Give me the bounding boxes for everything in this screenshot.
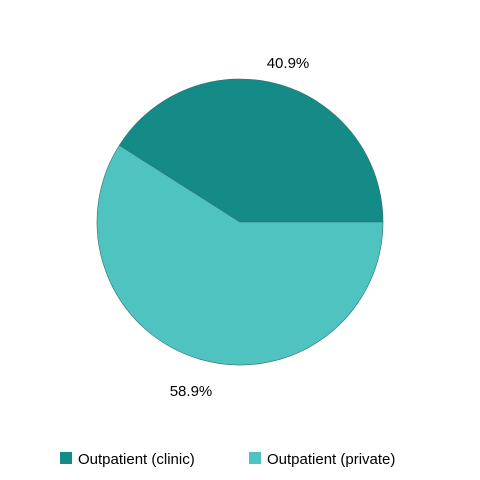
legend-label-clinic: Outpatient (clinic) (78, 451, 195, 468)
pie-slice-clinic (118, 78, 384, 223)
legend-swatch-private (249, 452, 261, 464)
legend: Outpatient (clinic) Outpatient (private) (60, 451, 395, 468)
pie-slices (96, 78, 384, 366)
legend-label-private: Outpatient (private) (267, 451, 395, 468)
pie-slice-private (96, 144, 384, 366)
legend-swatch-clinic (60, 452, 72, 464)
data-label-private: 58.9% (170, 383, 213, 400)
data-label-clinic: 40.9% (267, 55, 310, 72)
